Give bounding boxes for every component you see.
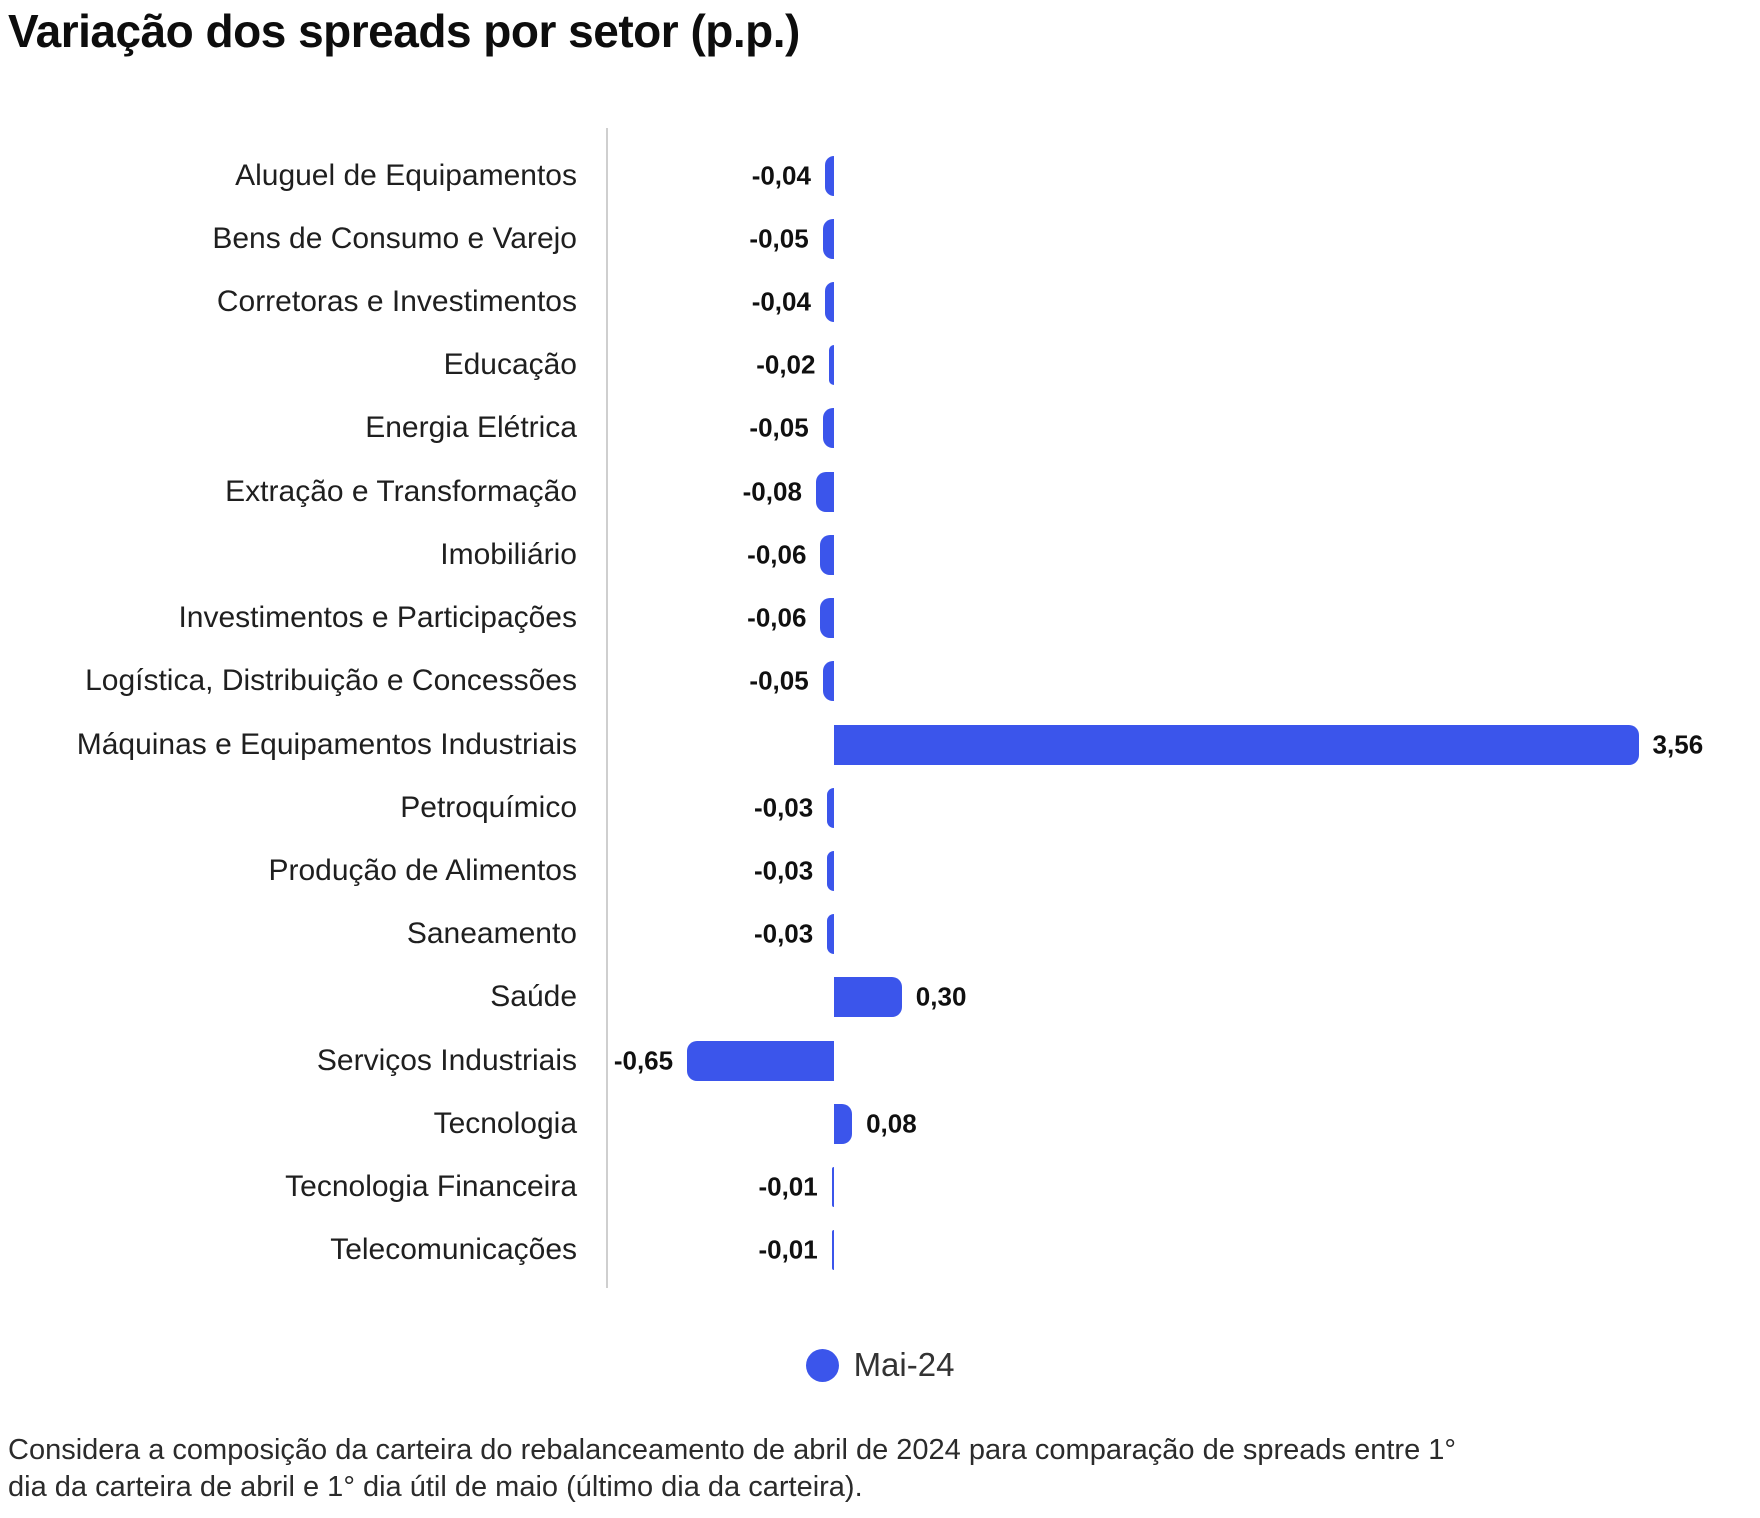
bar-negative [824, 155, 834, 196]
value-label: 0,30 [915, 981, 967, 1012]
value-label: -0,05 [749, 412, 809, 443]
value-label: -0,06 [747, 602, 807, 633]
category-label: Máquinas e Equipamentos Industriais [76, 727, 577, 761]
value-label: -0,03 [753, 792, 814, 823]
bar-negative [831, 1230, 834, 1271]
legend-label: Mai-24 [853, 1346, 955, 1383]
chart-rows: Aluguel de Equipamentos -0,04 Bens de Cons… [0, 144, 1760, 1282]
category-label: Saúde [490, 980, 577, 1014]
bar-positive [834, 724, 1639, 765]
chart-row: Educação -0,02 [0, 334, 1760, 397]
category-label: Investimentos e Participações [178, 601, 577, 635]
bar-negative [820, 598, 834, 639]
category-label: Energia Elétrica [365, 411, 577, 445]
chart-row: Logística, Distribuição e Concessões -0,0… [0, 650, 1760, 713]
bar-negative [820, 534, 834, 575]
category-label: Extração e Transformação [225, 474, 577, 508]
footnote-line-2: dia da carteira de abril e 1° dia útil d… [8, 1471, 863, 1503]
bar-negative [827, 914, 834, 955]
footnote: Considera a composição da carteira do re… [8, 1432, 1456, 1506]
chart-row: Tecnologia Financeira -0,01 [0, 1156, 1760, 1219]
value-label: -0,01 [758, 1234, 818, 1265]
bar-negative [831, 1167, 834, 1208]
value-label: -0,02 [756, 349, 816, 380]
category-label: Telecomunicações [330, 1233, 577, 1267]
value-label: -0,08 [742, 476, 802, 507]
legend-item-mai-24[interactable]: Mai-24 [805, 1346, 955, 1384]
category-label: Petroquímico [400, 790, 577, 824]
bar-negative [815, 471, 834, 512]
chart-row: Petroquímico -0,03 [0, 776, 1760, 839]
chart-row: Saúde 0,30 [0, 966, 1760, 1029]
bar-negative [822, 218, 834, 259]
chart-row: Saneamento -0,03 [0, 903, 1760, 966]
value-label: 3,56 [1652, 729, 1704, 760]
chart-row: Investimentos e Participações -0,06 [0, 587, 1760, 650]
category-label: Tecnologia Financeira [285, 1170, 577, 1204]
category-label: Serviços Industriais [316, 1043, 577, 1077]
chart-row: Produção de Alimentos -0,03 [0, 839, 1760, 902]
chart-row: Imobiliário -0,06 [0, 523, 1760, 586]
legend-marker-icon [805, 1348, 839, 1382]
chart-row: Máquinas e Equipamentos Industriais 3,56 [0, 713, 1760, 776]
value-label: -0,03 [753, 918, 814, 949]
value-label: -0,04 [751, 286, 811, 317]
chart-row: Corretoras e Investimentos -0,04 [0, 270, 1760, 333]
chart-row: Serviços Industriais -0,65 [0, 1029, 1760, 1092]
bar-negative [822, 408, 834, 449]
bar-positive [834, 977, 902, 1018]
category-label: Aluguel de Equipamentos [235, 158, 577, 192]
category-label: Bens de Consumo e Varejo [212, 221, 577, 255]
chart-row: Bens de Consumo e Varejo -0,05 [0, 207, 1760, 270]
category-label: Corretoras e Investimentos [216, 285, 577, 319]
category-label: Produção de Alimentos [268, 854, 577, 888]
bar-chart: Aluguel de Equipamentos -0,04 Bens de Cons… [0, 128, 1760, 1288]
bar-negative [829, 345, 834, 386]
category-label: Imobiliário [440, 537, 577, 571]
value-label: -0,03 [753, 855, 814, 886]
value-label: -0,05 [749, 223, 809, 254]
value-label: 0,08 [866, 1108, 917, 1139]
y-axis-line [606, 128, 608, 1288]
bar-negative [824, 282, 834, 323]
bar-negative [827, 787, 834, 828]
bar-negative [822, 661, 834, 702]
category-label: Logística, Distribuição e Concessões [85, 664, 577, 698]
value-label: -0,05 [749, 665, 809, 696]
value-label: -0,06 [747, 539, 807, 570]
chart-row: Extração e Transformação -0,08 [0, 460, 1760, 523]
bar-negative [687, 1040, 834, 1081]
value-label: -0,65 [613, 1045, 674, 1076]
footnote-line-1: Considera a composição da carteira do re… [8, 1434, 1456, 1466]
bar-positive [834, 1103, 853, 1144]
chart-legend: Mai-24 [0, 1346, 1760, 1384]
chart-row: Telecomunicações -0,01 [0, 1219, 1760, 1282]
value-label: -0,01 [758, 1171, 818, 1202]
chart-row: Aluguel de Equipamentos -0,04 [0, 144, 1760, 207]
category-label: Educação [443, 348, 577, 382]
value-label: -0,04 [751, 160, 811, 191]
category-label: Saneamento [406, 917, 577, 951]
chart-row: Energia Elétrica -0,05 [0, 397, 1760, 460]
chart-row: Tecnologia 0,08 [0, 1092, 1760, 1155]
bar-negative [827, 851, 834, 892]
category-label: Tecnologia [433, 1106, 577, 1140]
page-title: Variação dos spreads por setor (p.p.) [8, 5, 800, 57]
